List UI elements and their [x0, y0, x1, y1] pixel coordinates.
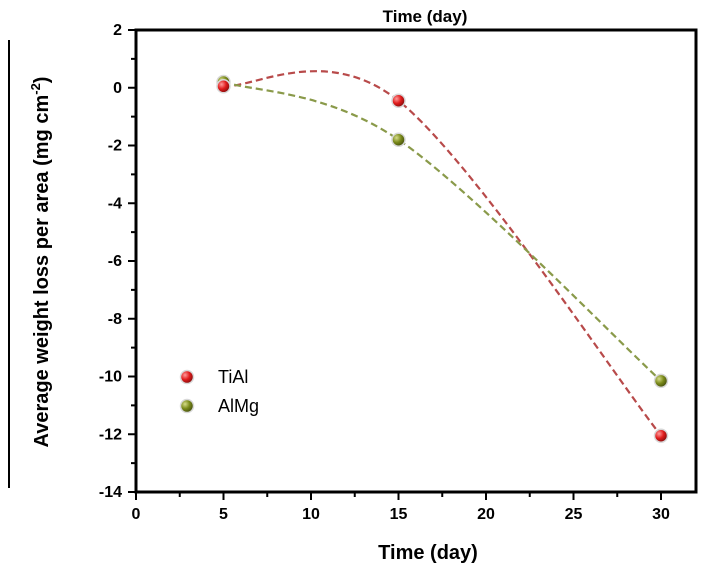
- y-tick-label: -12: [99, 426, 122, 443]
- y-tick-label: 0: [113, 80, 122, 97]
- plot-frame: [134, 28, 698, 494]
- y-tick-label: 2: [113, 22, 122, 39]
- x-tick-label: 15: [390, 506, 408, 523]
- data-point-almg: [391, 132, 406, 147]
- x-tick-label: 30: [652, 506, 670, 523]
- legend-label-almg: AlMg: [218, 396, 259, 416]
- legend-label-tial: TiAl: [218, 367, 248, 387]
- y-tick-label: -10: [99, 369, 122, 386]
- legend-marker-almg: [179, 398, 195, 414]
- data-point-tial: [653, 428, 669, 443]
- data-point-tial: [391, 93, 406, 108]
- x-tick-label: 0: [132, 506, 141, 523]
- data-point-tial: [216, 79, 231, 94]
- x-tick-label: 25: [565, 506, 583, 523]
- legend: TiAl AlMg: [179, 367, 259, 416]
- series-curve-tial: [223, 70, 662, 437]
- y-axis-label: Average weight loss per area (mg cm-2): [28, 77, 53, 448]
- x-tick-label: 20: [477, 506, 495, 523]
- y-tick-label: -8: [108, 311, 122, 328]
- series-curves: [223, 70, 662, 437]
- legend-marker-tial: [179, 369, 195, 385]
- x-axis-label: Time (day): [378, 542, 478, 564]
- y-tick-label: -6: [108, 253, 122, 270]
- x-tick-label: 10: [302, 506, 320, 523]
- y-tick-label: -14: [99, 484, 122, 501]
- chart-title: Time (day): [383, 7, 468, 26]
- y-tick-label: -2: [108, 138, 122, 155]
- data-point-almg: [653, 373, 669, 389]
- series-curve-almg: [223, 80, 662, 382]
- x-tick-label: 5: [219, 506, 228, 523]
- y-tick-label: -4: [108, 195, 122, 212]
- series-points: [216, 74, 669, 443]
